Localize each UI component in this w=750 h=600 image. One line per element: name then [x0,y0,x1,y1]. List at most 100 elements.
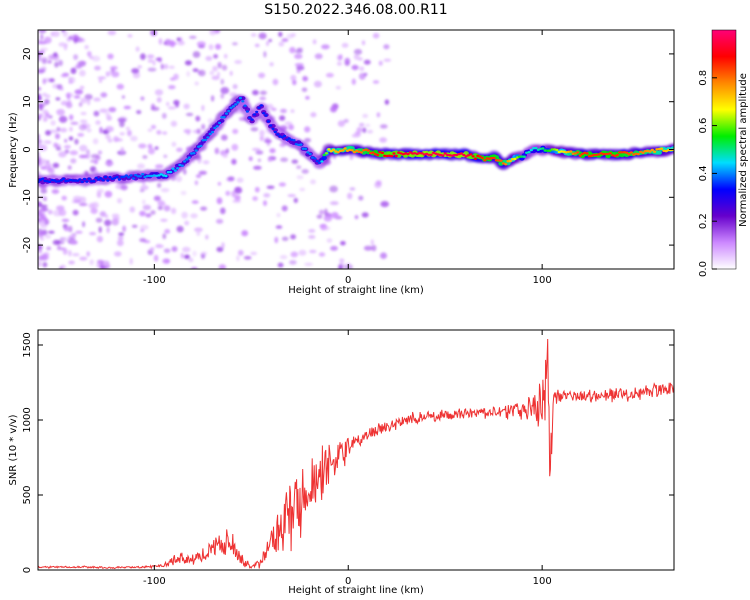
noise-blob [98,79,103,83]
noise-blob [267,157,273,162]
ridge-cell [280,136,284,139]
noise-blob [190,266,198,269]
ridge-cell [92,180,96,183]
ridge-cell [185,158,189,161]
noise-blob [205,56,213,61]
noise-blob [107,138,113,143]
x-tick-label: 0 [345,275,351,286]
noise-blob [86,251,90,257]
noise-blob [38,261,42,267]
ridge-cell [578,154,582,157]
noise-blob [250,127,259,132]
noise-blob [280,108,287,114]
noise-blob [195,115,201,122]
ridge-cell [101,179,105,182]
ridge-cell [615,153,620,157]
noise-blob [225,190,231,196]
ridge-cell [448,154,452,157]
noise-blob [38,171,41,176]
y-tick-label: 20 [22,48,33,61]
ridge-cell [648,150,652,153]
noise-blob [351,133,361,138]
ridge-cell [546,149,550,152]
noise-blob [117,235,124,241]
noise-blob [221,242,225,249]
noise-blob [99,265,108,269]
ridge-cell [248,116,252,119]
noise-blob [298,249,307,256]
noise-blob [214,147,220,155]
noise-blob [380,201,390,208]
noise-blob [295,49,303,54]
chart-title: S150.2022.346.08.00.R11 [264,2,447,18]
noise-blob [248,156,253,161]
noise-blob [279,115,286,121]
ridge-cell [331,148,336,151]
noise-blob [153,254,159,262]
noise-blob [365,123,371,128]
noise-blob [302,76,309,81]
noise-blob [163,41,167,45]
noise-blob [150,124,157,130]
noise-blob [52,162,60,168]
noise-blob [67,165,72,170]
noise-blob [129,206,135,213]
noise-blob [39,47,49,52]
noise-blob [79,144,88,152]
snr-x-axis-label: Height of straight line (km) [288,585,424,596]
noise-blob [253,165,262,170]
noise-blob [251,147,261,151]
noise-blob [324,208,328,216]
noise-blob [376,112,381,118]
ridge-cell [420,152,424,155]
noise-blob [87,98,91,106]
noise-blob [194,227,203,233]
noise-blob [162,131,168,135]
noise-blob [186,71,191,77]
noise-blob [268,39,273,42]
noise-blob [125,126,130,131]
ridge-cell [180,164,184,167]
ridge-cell [62,177,66,180]
ridge-cell [103,175,108,179]
noise-blob [64,149,70,154]
noise-blob [171,246,178,252]
noise-blob [255,150,264,155]
noise-blob [94,160,98,165]
noise-blob [156,97,162,103]
noise-blob [161,112,167,119]
noise-blob [140,185,149,191]
noise-blob [201,253,205,259]
noise-blob [291,159,299,164]
noise-blob [259,135,264,142]
noise-blob [59,127,68,133]
colorbar-bar [711,29,737,270]
noise-blob [96,235,103,243]
noise-blob [232,84,238,90]
noise-blob [40,237,44,241]
noise-blob [171,141,177,147]
noise-blob [120,184,128,191]
noise-blob [338,264,344,269]
noise-blob [310,112,317,118]
noise-blob [289,46,296,54]
ridge-cell [85,180,89,183]
noise-blob [316,214,323,219]
ridge-cell [192,152,196,155]
noise-blob [378,60,383,66]
ridge-cell [315,159,319,163]
noise-blob [99,108,109,113]
noise-blob [61,236,70,242]
ridge-cell [473,157,477,160]
noise-blob [78,60,86,67]
ridge-cell [548,149,552,152]
ridge-cell [176,167,180,170]
noise-blob [64,43,68,48]
noise-blob [290,74,297,81]
noise-blob [42,92,48,97]
noise-blob [138,143,147,149]
noise-blob [63,226,70,232]
noise-blob [38,212,44,218]
